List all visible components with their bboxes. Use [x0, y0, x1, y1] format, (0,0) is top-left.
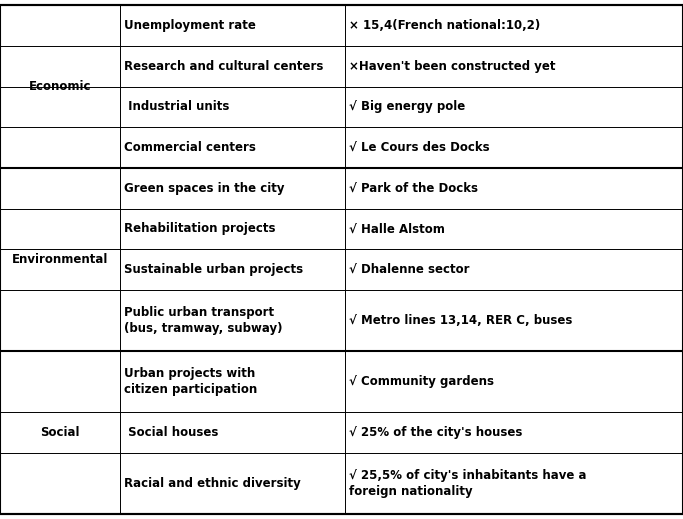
Text: Industrial units: Industrial units: [124, 100, 229, 114]
Text: √ Le Cours des Docks: √ Le Cours des Docks: [349, 141, 490, 154]
Text: Research and cultural centers: Research and cultural centers: [124, 60, 323, 73]
Text: Environmental: Environmental: [12, 253, 108, 266]
Text: Economic: Economic: [29, 80, 91, 93]
Text: √ 25,5% of city's inhabitants have a
foreign nationality: √ 25,5% of city's inhabitants have a for…: [349, 469, 587, 498]
Text: √ Dhalenne sector: √ Dhalenne sector: [349, 263, 469, 276]
Text: Green spaces in the city: Green spaces in the city: [124, 182, 284, 195]
Text: √ Halle Alstom: √ Halle Alstom: [349, 223, 445, 236]
Text: Urban projects with
citizen participation: Urban projects with citizen participatio…: [124, 367, 257, 396]
Text: √ Community gardens: √ Community gardens: [349, 375, 494, 388]
Text: Social houses: Social houses: [124, 426, 218, 439]
Text: √ Park of the Docks: √ Park of the Docks: [349, 182, 478, 195]
Text: Rehabilitation projects: Rehabilitation projects: [124, 223, 275, 236]
Text: Unemployment rate: Unemployment rate: [124, 19, 255, 32]
Text: √ Big energy pole: √ Big energy pole: [349, 100, 465, 114]
Text: × 15,4(French national:10,2): × 15,4(French national:10,2): [349, 19, 540, 32]
Text: Social: Social: [40, 426, 79, 439]
Text: √ Metro lines 13,14, RER C, buses: √ Metro lines 13,14, RER C, buses: [349, 314, 572, 327]
Text: Sustainable urban projects: Sustainable urban projects: [124, 263, 303, 276]
Text: Public urban transport
(bus, tramway, subway): Public urban transport (bus, tramway, su…: [124, 306, 282, 335]
Text: √ 25% of the city's houses: √ 25% of the city's houses: [349, 426, 522, 439]
Text: Racial and ethnic diversity: Racial and ethnic diversity: [124, 477, 301, 490]
Text: Commercial centers: Commercial centers: [124, 141, 255, 154]
Text: ×Haven't been constructed yet: ×Haven't been constructed yet: [349, 60, 555, 73]
